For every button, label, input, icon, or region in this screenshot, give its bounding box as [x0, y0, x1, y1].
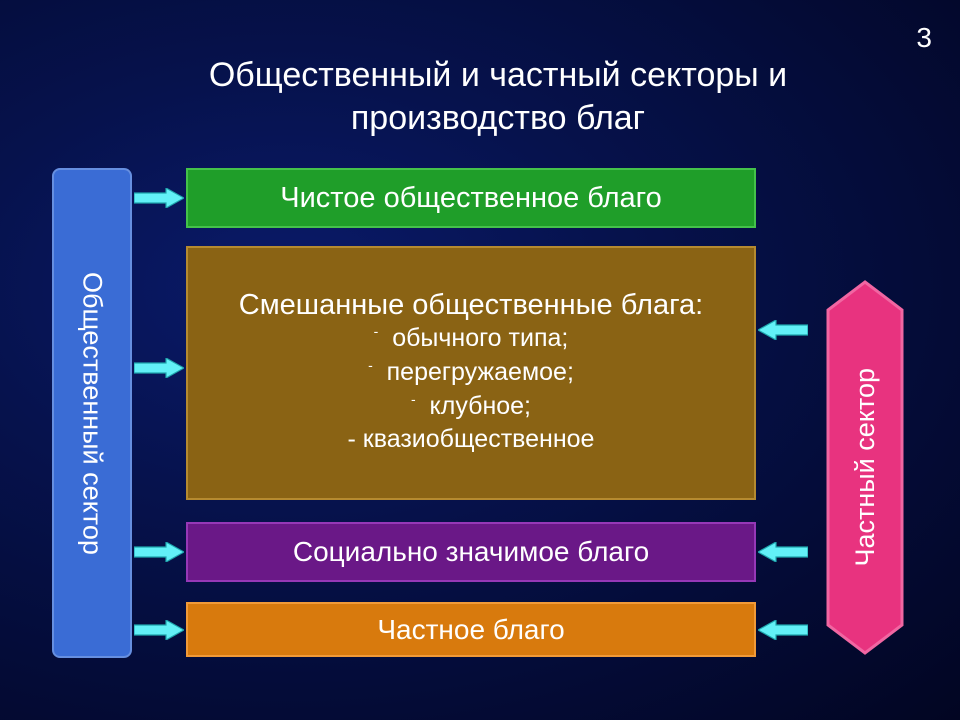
arrow-left-icon	[758, 620, 808, 640]
center-box-box1: Чистое общественное благо	[186, 168, 756, 228]
center-box-label: Смешанные общественные блага:	[239, 289, 703, 322]
right-sector-label: Частный сектор	[850, 368, 881, 567]
center-box-box2: Смешанные общественные блага:- обычного …	[186, 246, 756, 500]
center-box-label: Частное благо	[377, 614, 564, 646]
right-sector-box: Частный сектор	[826, 280, 904, 655]
arrow-right-icon	[134, 542, 184, 562]
center-box-label: Чистое общественное благо	[280, 182, 661, 215]
center-box-label: Социально значимое благо	[293, 536, 649, 568]
slide-number: 3	[916, 22, 932, 54]
center-box-box4: Частное благо	[186, 602, 756, 657]
arrow-left-icon	[758, 320, 808, 340]
center-box-subitems: - обычного типа;- перегружаемое;- клубно…	[348, 322, 595, 457]
list-item: - клубное;	[348, 390, 595, 424]
arrow-left-icon	[758, 542, 808, 562]
list-item: - перегружаемое;	[348, 356, 595, 390]
list-item: - обычного типа;	[348, 322, 595, 356]
arrow-right-icon	[134, 358, 184, 378]
list-item: - квазиобщественное	[348, 423, 595, 457]
left-sector-label: Общественный сектор	[77, 272, 108, 555]
center-box-box3: Социально значимое благо	[186, 522, 756, 582]
arrow-right-icon	[134, 620, 184, 640]
slide-title: Общественный и частный секторы и произво…	[113, 54, 883, 139]
arrow-right-icon	[134, 188, 184, 208]
left-sector-box: Общественный сектор	[52, 168, 132, 658]
